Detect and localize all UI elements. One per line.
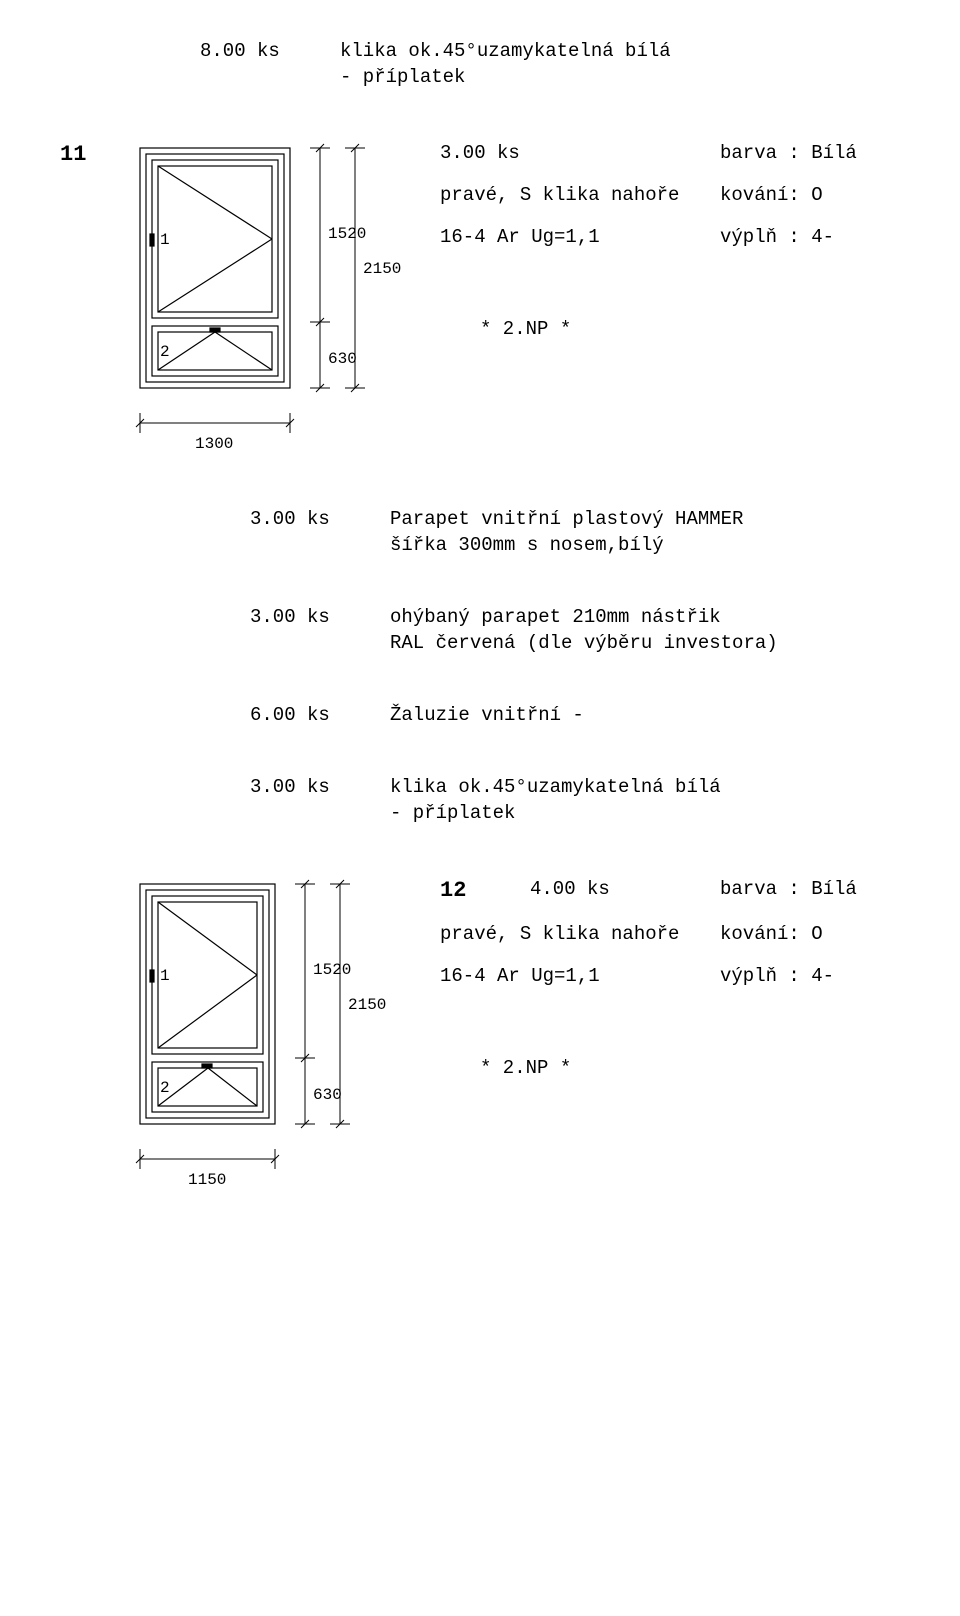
dim-label: 630 — [328, 350, 357, 368]
dim-label: 2150 — [348, 996, 386, 1014]
item-row: 3.00 ks Parapet vnitřní plastový HAMMER … — [250, 508, 900, 556]
qty: 3.00 ks — [250, 508, 390, 530]
orientation: pravé, S klika nahoře — [440, 184, 679, 206]
item-row: 3.00 ks ohýbaný parapet 210mm nástřik RA… — [250, 606, 900, 654]
dim-label: 630 — [313, 1086, 342, 1104]
dim-label: 1520 — [328, 225, 366, 243]
dim-label: 1520 — [313, 961, 351, 979]
pane-label: 2 — [160, 343, 170, 361]
qty: 3.00 ks — [440, 142, 520, 164]
qty: 6.00 ks — [250, 704, 390, 726]
np: * 2.NP * — [440, 318, 900, 340]
glass: 16-4 Ar Ug=1,1 — [440, 965, 600, 987]
qty: 8.00 ks — [200, 40, 340, 62]
np: * 2.NP * — [440, 1057, 900, 1079]
spec-block: 3.00 ks barva : Bílá pravé, S klika naho… — [440, 138, 900, 340]
item-row: 3.00 ks klika ok.45°uzamykatelná bílá - … — [250, 776, 900, 824]
vypln: výplň : 4- — [720, 965, 834, 987]
qty: 3.00 ks — [250, 606, 390, 628]
window-diagram: 1 2 1520 — [130, 138, 420, 458]
position-number: 11 — [60, 138, 110, 167]
sub: - příplatek — [390, 802, 900, 824]
spec-block: 12 4.00 ks barva : Bílá pravé, S klika n… — [440, 874, 900, 1079]
color: barva : Bílá — [720, 878, 857, 900]
dim-label: 2150 — [363, 260, 401, 278]
position-11: 11 — [60, 138, 900, 458]
item-row: 8.00 ks klika ok.45°uzamykatelná bílá — [200, 40, 900, 62]
dim-label: 1150 — [188, 1171, 226, 1189]
desc: Žaluzie vnitřní - — [390, 704, 900, 726]
desc: Parapet vnitřní plastový HAMMER — [390, 508, 900, 530]
kovani: kování: O — [720, 923, 823, 945]
sub: šířka 300mm s nosem,bílý — [390, 534, 900, 556]
dim-label: 1300 — [195, 435, 233, 453]
desc: klika ok.45°uzamykatelná bílá — [390, 776, 900, 798]
pane-label: 1 — [160, 231, 170, 249]
item-row: 6.00 ks Žaluzie vnitřní - — [250, 704, 900, 726]
window-diagram: 1 2 1520 630 2150 — [130, 874, 420, 1194]
note: - příplatek — [340, 66, 900, 88]
position-number: 12 — [440, 878, 480, 903]
kovani: kování: O — [720, 184, 823, 206]
qty: 4.00 ks — [530, 878, 610, 900]
sub-items: 3.00 ks Parapet vnitřní plastový HAMMER … — [250, 508, 900, 824]
vypln: výplň : 4- — [720, 226, 834, 248]
desc: klika ok.45°uzamykatelná bílá — [340, 40, 900, 62]
orientation: pravé, S klika nahoře — [440, 923, 679, 945]
pane-label: 1 — [160, 967, 170, 985]
sub: RAL červená (dle výběru investora) — [390, 632, 900, 654]
desc: ohýbaný parapet 210mm nástřik — [390, 606, 900, 628]
glass: 16-4 Ar Ug=1,1 — [440, 226, 600, 248]
color: barva : Bílá — [720, 142, 857, 164]
qty: 3.00 ks — [250, 776, 390, 798]
position-12: 1 2 1520 630 2150 — [60, 874, 900, 1194]
pane-label: 2 — [160, 1079, 170, 1097]
